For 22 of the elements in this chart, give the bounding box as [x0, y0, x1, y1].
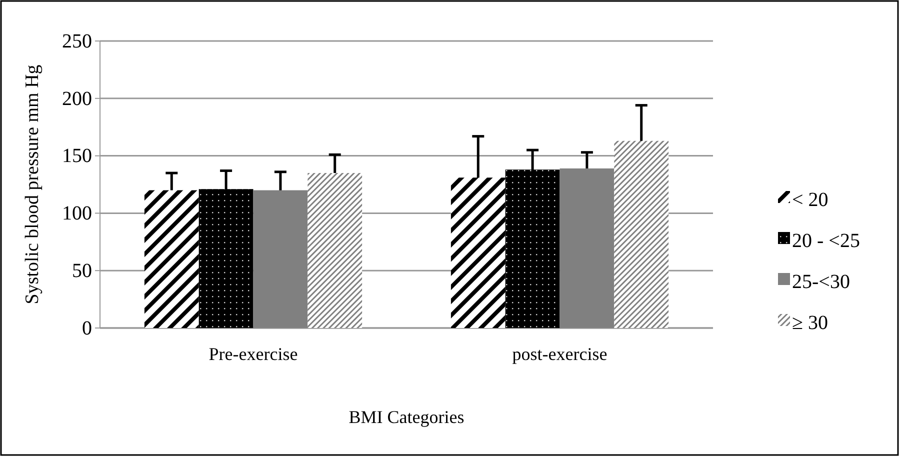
bar	[614, 140, 669, 328]
y-tick-label: 200	[62, 88, 92, 110]
legend-label: < 20	[792, 189, 828, 211]
legend-label: 25-<30	[792, 271, 850, 293]
y-tick-label: 0	[82, 317, 92, 340]
x-axis-title: BMI Categories	[348, 407, 464, 427]
bar	[560, 168, 614, 328]
bar	[450, 178, 506, 328]
bar	[505, 170, 560, 328]
bar	[144, 190, 199, 328]
x-tick-label: Pre-exercise	[208, 344, 298, 364]
legend-label: 20 - <25	[792, 230, 860, 252]
y-tick-label: 150	[62, 145, 92, 168]
bar	[253, 190, 308, 328]
y-axis-title: Systolic blood pressure mm Hg	[22, 64, 43, 304]
bar	[308, 173, 362, 328]
legend-label: ≥ 30	[792, 312, 828, 334]
x-tick-label: post-exercise	[512, 344, 608, 364]
y-tick-label: 100	[62, 202, 92, 225]
bar	[198, 189, 254, 328]
y-tick-label: 50	[72, 260, 92, 282]
y-tick-label: 250	[62, 30, 92, 52]
